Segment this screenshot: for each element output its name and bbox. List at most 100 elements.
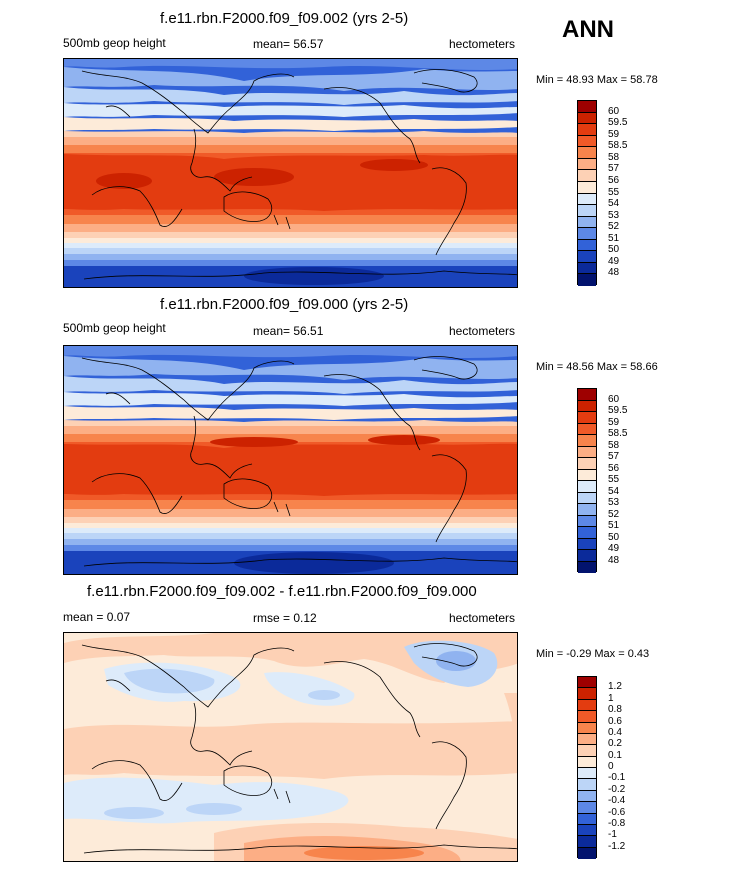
panel1-colorbar-swatch	[578, 135, 596, 148]
panel2-colorbar-tick-label: 48	[608, 554, 620, 566]
panel1-map	[63, 58, 518, 288]
panel1-colorbar-swatch	[578, 112, 596, 125]
panel2-colorbar-tick-label: 59	[608, 416, 620, 428]
panel2-colorbar-tick-label: 51	[608, 520, 620, 531]
panel2-colorbar-tick-label: 60	[608, 393, 620, 405]
panel3-colorbar-swatch	[578, 768, 596, 780]
panel2-colorbar	[577, 388, 597, 573]
panel2-colorbar-tick-label: 49	[608, 543, 620, 554]
panel1-variable-label: 500mb geop height	[63, 36, 166, 50]
panel1-colorbar-swatch	[578, 181, 596, 194]
panel1-colorbar-swatch	[578, 205, 596, 217]
panel1-colorbar-swatch	[578, 170, 596, 182]
panel3-colorbar-swatch	[578, 699, 596, 712]
panel2-colorbar-swatch	[578, 458, 596, 470]
panel1-colorbar-tick-label: 51	[608, 232, 620, 244]
panel3-colorbar-swatch	[578, 733, 596, 746]
panel3-colorbar-tick-label: -0.1	[608, 772, 626, 784]
panel1-colorbar-swatch	[578, 158, 596, 171]
panel3-colorbar-tick-label: -0.2	[608, 783, 626, 795]
panel1-colorbar-tick-label: 50	[608, 244, 620, 256]
panel2-colorbar-tick-label: 59.5	[608, 405, 628, 416]
panel3-map	[63, 632, 518, 862]
panel1-title: f.e11.rbn.F2000.f09_f09.002 (yrs 2-5)	[160, 10, 409, 27]
panel1-colorbar-tick-label: 58.5	[608, 140, 628, 152]
panel1-colorbar-swatch	[578, 251, 596, 263]
panel3-colorbar-swatch	[578, 745, 596, 757]
panel2-contour-plot	[64, 346, 517, 574]
panel3-colorbar-swatch	[578, 847, 596, 859]
panel2-colorbar-tick-label: 57	[608, 451, 620, 462]
panel1-colorbar-tick-label: 57	[608, 163, 620, 175]
panel3-colorbar-tick-label: 0.8	[608, 704, 622, 716]
panel3-colorbar-tick-label: 0.6	[608, 715, 622, 727]
panel2-colorbar-swatch	[578, 515, 596, 527]
panel2-colorbar-swatch	[578, 446, 596, 458]
panel1-colorbar-tick-label: 56	[608, 174, 620, 186]
panel2-colorbar-swatch	[578, 423, 596, 435]
panel2-variable-label: 500mb geop height	[63, 321, 166, 335]
panel2-colorbar-swatch	[578, 561, 596, 573]
panel2-colorbar-tick-label: 58	[608, 439, 620, 451]
panel3-colorbar-swatch	[578, 711, 596, 723]
panel1-colorbar-tick-label: 53	[608, 209, 620, 221]
panel3-colorbar-tick-label: 1.2	[608, 681, 622, 693]
panel1-colorbar-tick-label: 48	[608, 267, 620, 279]
panel1-colorbar-swatch	[578, 274, 596, 286]
panel2-minmax: Min = 48.56 Max = 58.66	[536, 361, 658, 373]
panel1-colorbar-swatch	[578, 101, 596, 113]
panel2-colorbar-swatch	[578, 400, 596, 412]
panel3-colorbar-swatch	[578, 756, 596, 768]
panel2-map	[63, 345, 518, 575]
panel2-colorbar-tick-label: 56	[608, 462, 620, 474]
panel2-colorbar-tick-label: 54	[608, 485, 620, 497]
panel2-colorbar-swatch	[578, 389, 596, 401]
panel1-colorbar-swatch	[578, 228, 596, 240]
panel3-colorbar-swatch	[578, 722, 596, 734]
panel3-colorbar-swatch	[578, 824, 596, 837]
panel3-colorbar-tick-label: 0.1	[608, 749, 622, 761]
panel1-colorbar-swatch	[578, 216, 596, 229]
panel3-colorbar-tick-label: 0	[608, 761, 614, 772]
panel3-colorbar-tick-label: 0.2	[608, 738, 622, 750]
panel1-colorbar-tick-label: 59	[608, 128, 620, 140]
panel1-colorbar-tick-label: 59.5	[608, 117, 628, 129]
panel3-title: f.e11.rbn.F2000.f09_f09.002 - f.e11.rbn.…	[87, 583, 477, 600]
panel3-colorbar-tick-label: -0.6	[608, 806, 626, 818]
panel2-colorbar-tick-label: 50	[608, 531, 620, 543]
panel2-colorbar-swatch	[578, 435, 596, 447]
panel3-colorbar-tick-label: 1	[608, 692, 614, 704]
panel3-colorbar-tick-label: -1.2	[608, 840, 626, 852]
panel1-colorbar-swatch	[578, 124, 596, 136]
panel3-units-label: hectometers	[449, 611, 516, 625]
panel3-colorbar-tick-label: -1	[608, 829, 617, 841]
panel3-colorbar-swatch	[578, 677, 596, 689]
panel2-colorbar-swatch	[578, 481, 596, 493]
panel1-colorbar-tick-label: 58	[608, 151, 620, 163]
panel3-colorbar	[577, 676, 597, 859]
panel2-title: f.e11.rbn.F2000.f09_f09.000 (yrs 2-5)	[160, 296, 409, 313]
panel3-colorbar-swatch	[578, 813, 596, 825]
panel1-minmax: Min = 48.93 Max = 58.78	[536, 74, 658, 86]
panel2-units-label: hectometers	[449, 324, 516, 338]
panel3-colorbar-swatch	[578, 836, 596, 848]
panel2-colorbar-swatch	[578, 412, 596, 424]
panel1-colorbar-swatch	[578, 239, 596, 252]
panel1-mean-label: mean= 56.57	[253, 37, 324, 51]
panel2-colorbar-swatch	[578, 504, 596, 516]
panel1-colorbar-tick-label: 49	[608, 255, 620, 267]
panel1-colorbar-swatch	[578, 147, 596, 159]
panel3-minmax: Min = -0.29 Max = 0.43	[536, 648, 650, 660]
panel1-colorbar-tick-label: 54	[608, 198, 620, 210]
season-label: ANN	[562, 16, 614, 43]
panel2-colorbar-tick-label: 58.5	[608, 428, 628, 439]
panel2-colorbar-tick-label: 52	[608, 508, 620, 520]
panel3-colorbar-tick-label: 0.4	[608, 726, 622, 738]
panel1-units-label: hectometers	[449, 37, 516, 51]
panel2-colorbar-swatch	[578, 550, 596, 562]
panel3-mean-label: mean = 0.07	[63, 610, 131, 624]
panel2-colorbar-tick-label: 53	[608, 497, 620, 508]
panel3-colorbar-swatch	[578, 790, 596, 803]
panel3-colorbar-swatch	[578, 688, 596, 700]
panel1-colorbar	[577, 100, 597, 286]
